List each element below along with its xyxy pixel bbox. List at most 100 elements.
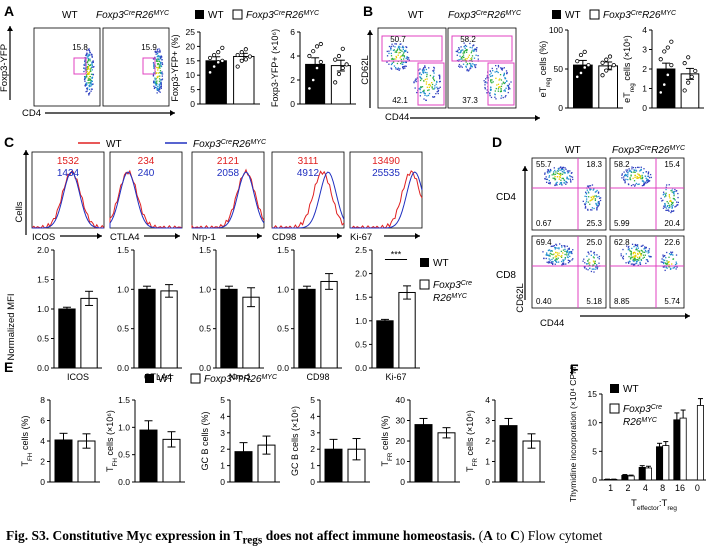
event-dot	[559, 172, 561, 175]
event-dot	[555, 182, 557, 185]
panel-b-gate-top-value: 58.2	[460, 35, 476, 44]
event-dot	[86, 88, 88, 90]
event-dot	[636, 262, 638, 264]
event-dot	[646, 179, 648, 181]
event-dot	[585, 202, 587, 204]
event-dot	[555, 255, 557, 257]
event-dot	[585, 268, 588, 270]
event-dot	[559, 169, 561, 171]
event-dot	[398, 48, 401, 50]
event-dot	[639, 170, 641, 172]
event-dot	[665, 207, 668, 209]
y-tick-label: 0.5	[355, 339, 367, 349]
event-dot	[643, 168, 645, 170]
event-dot	[585, 193, 588, 195]
event-dot	[405, 61, 408, 64]
event-dot	[92, 73, 94, 76]
y-axis-label: Thymidine incorporation (×10⁴ CPM)	[568, 364, 578, 502]
event-dot	[563, 172, 565, 174]
event-dot	[89, 51, 91, 53]
event-dot	[596, 204, 599, 206]
event-dot	[596, 254, 598, 256]
panel-d-q-ll: 5.99	[614, 219, 630, 228]
event-dot	[630, 253, 632, 255]
event-dot	[386, 50, 388, 53]
event-dot	[556, 252, 558, 254]
event-dot	[632, 258, 634, 260]
panel-c-bar-legend-ko-swatch	[419, 279, 430, 290]
event-dot	[595, 204, 598, 206]
data-point	[336, 53, 342, 59]
event-dot	[429, 85, 432, 87]
event-dot	[593, 261, 595, 263]
panel-a-flow-1	[102, 27, 170, 107]
event-dot	[546, 252, 548, 254]
event-dot	[93, 66, 95, 68]
event-dot	[155, 51, 157, 54]
event-dot	[489, 70, 491, 72]
event-dot	[161, 79, 163, 81]
event-dot	[558, 248, 560, 250]
data-point	[600, 73, 605, 78]
event-dot	[674, 263, 677, 266]
event-dot	[588, 253, 590, 255]
event-dot	[597, 266, 599, 268]
event-dot	[669, 268, 672, 270]
event-dot	[549, 183, 551, 185]
event-dot	[467, 70, 470, 72]
event-dot	[628, 170, 630, 172]
event-dot	[672, 267, 674, 269]
event-dot	[84, 83, 87, 86]
event-dot	[566, 176, 568, 178]
event-dot	[673, 210, 675, 212]
event-dot	[504, 77, 506, 80]
event-dot	[498, 79, 500, 81]
event-dot	[462, 52, 464, 54]
event-dot	[629, 258, 632, 260]
event-dot	[459, 51, 462, 54]
data-point	[216, 60, 221, 65]
panel-d-q-lr: 5.74	[664, 297, 680, 306]
data-point	[239, 58, 244, 63]
event-dot	[644, 181, 646, 183]
event-dot	[155, 53, 157, 55]
data-point	[212, 64, 217, 69]
event-dot	[562, 166, 565, 169]
event-dot	[477, 54, 479, 57]
label-part: eT	[538, 86, 548, 97]
event-dot	[386, 55, 389, 57]
event-dot	[470, 58, 472, 60]
label-part: MYC	[451, 293, 468, 300]
data-point	[586, 62, 591, 68]
event-dot	[491, 79, 493, 81]
event-dot	[437, 90, 439, 92]
event-dot	[556, 184, 558, 186]
event-dot	[396, 48, 399, 50]
event-dot	[560, 260, 563, 263]
event-dot	[426, 72, 428, 74]
event-dot	[674, 206, 676, 208]
bar-wt	[139, 429, 158, 483]
bar-wt	[205, 60, 227, 105]
event-dot	[471, 57, 473, 59]
label-part: MYC	[505, 10, 522, 17]
event-dot	[158, 86, 161, 89]
event-dot	[159, 55, 161, 58]
event-dot	[424, 78, 427, 81]
event-dot	[667, 202, 670, 204]
event-dot	[632, 263, 635, 266]
event-dot	[572, 258, 574, 260]
event-dot	[431, 83, 434, 86]
event-dot	[469, 63, 472, 65]
event-dot	[156, 66, 158, 69]
data-point	[235, 64, 240, 69]
event-dot	[571, 176, 574, 178]
event-dot	[555, 244, 558, 246]
event-dot	[596, 196, 598, 198]
bar-wt	[621, 475, 629, 481]
event-dot	[86, 82, 88, 84]
panel-d-flow-0-1	[609, 157, 685, 231]
y-axis-label: Foxp3-YFP+ (%)	[170, 34, 180, 101]
event-dot	[399, 62, 402, 65]
